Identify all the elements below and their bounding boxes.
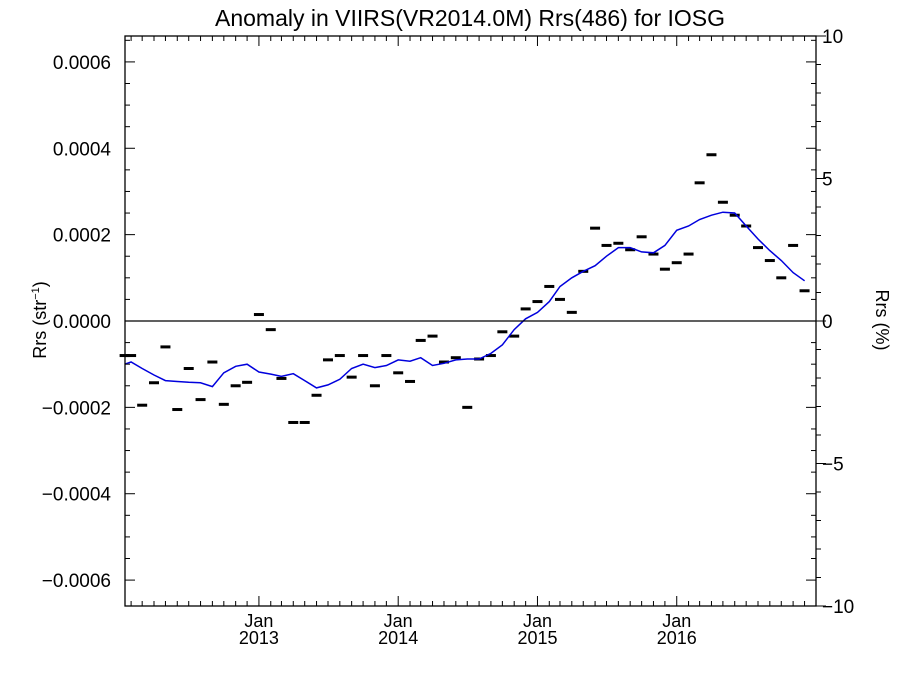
y-axis-label-superscript: −1 <box>30 287 42 300</box>
monthly-anomaly-point <box>299 420 310 424</box>
monthly-anomaly-point <box>207 360 218 364</box>
monthly-anomaly-point <box>753 246 764 250</box>
monthly-anomaly-point <box>764 259 775 263</box>
y-tick-label: 0.0002 <box>53 226 111 247</box>
monthly-anomaly-point <box>242 380 253 384</box>
monthly-anomaly-point <box>218 402 229 406</box>
monthly-anomaly-point <box>311 393 322 397</box>
monthly-anomaly-point <box>799 289 810 293</box>
x-tick-label-month: Jan <box>523 611 552 631</box>
y2-tick-label: 5 <box>822 170 833 191</box>
monthly-anomaly-point <box>172 408 183 412</box>
monthly-anomaly-point <box>497 330 508 334</box>
y2-tick-label: 0 <box>822 312 833 333</box>
y-axis-label: Rrs (str−1) <box>30 281 50 359</box>
monthly-anomaly-point <box>450 356 461 360</box>
y-tick-label: −0.0002 <box>42 398 111 419</box>
monthly-anomaly-point <box>788 243 799 247</box>
monthly-anomaly-point <box>195 398 206 402</box>
monthly-anomaly-point <box>554 297 565 301</box>
monthly-anomaly-point <box>485 354 496 358</box>
y2-tick-label: −5 <box>822 455 844 476</box>
y-axis-label-suffix: ) <box>30 281 50 287</box>
x-tick-label-month: Jan <box>244 611 273 631</box>
monthly-anomaly-point <box>369 384 380 388</box>
monthly-anomaly-point <box>415 338 426 342</box>
y-tick-label: −0.0006 <box>42 571 111 592</box>
chart-title: Anomaly in VIIRS(VR2014.0M) Rrs(486) for… <box>215 5 725 31</box>
x-tick-label-year: 2015 <box>517 628 557 648</box>
x-tick-label-month: Jan <box>662 611 691 631</box>
monthly-anomaly-point <box>729 213 740 217</box>
monthly-anomaly-point <box>288 420 299 424</box>
y2-tick-label: −10 <box>822 597 854 618</box>
monthly-anomaly-point <box>230 384 241 388</box>
monthly-anomaly-point <box>544 284 555 288</box>
monthly-anomaly-point <box>381 354 392 358</box>
monthly-anomaly-point <box>334 354 345 358</box>
monthly-anomaly-point <box>717 200 728 204</box>
monthly-anomaly-point <box>683 252 694 256</box>
monthly-anomaly-point <box>659 267 670 271</box>
monthly-anomaly-point <box>706 153 717 157</box>
x-tick-label-year: 2013 <box>239 628 279 648</box>
monthly-anomaly-point <box>776 276 787 280</box>
monthly-anomaly-point <box>137 403 148 407</box>
monthly-anomaly-point <box>566 310 577 314</box>
monthly-anomaly-point <box>671 261 682 265</box>
monthly-anomaly-point <box>405 379 416 383</box>
y-tick-label: −0.0004 <box>42 485 112 506</box>
monthly-anomaly-point <box>253 313 264 317</box>
monthly-anomaly-point <box>160 345 171 349</box>
monthly-anomaly-point <box>183 367 194 370</box>
monthly-anomaly-point <box>532 300 543 304</box>
y-axis-label-main: Rrs (str <box>30 300 50 359</box>
monthly-anomaly-point <box>520 307 531 311</box>
x-tick-label-month: Jan <box>384 611 413 631</box>
monthly-anomaly-point <box>601 243 612 247</box>
monthly-anomaly-point <box>358 354 369 358</box>
monthly-anomaly-point <box>625 248 636 252</box>
monthly-anomaly-point <box>393 371 404 375</box>
x-tick-label-year: 2014 <box>378 628 418 648</box>
monthly-anomaly-point <box>590 226 601 230</box>
monthly-anomaly-point <box>427 334 438 338</box>
monthly-anomaly-point <box>509 334 520 338</box>
monthly-anomaly-point <box>276 376 287 380</box>
monthly-anomaly-point <box>694 181 705 185</box>
x-tick-label-year: 2016 <box>657 628 697 648</box>
y2-tick-label: 10 <box>822 27 843 48</box>
monthly-anomaly-point <box>322 358 333 362</box>
monthly-anomaly-point <box>126 354 137 358</box>
smoothed-anomaly-line <box>124 211 806 389</box>
monthly-anomaly-point <box>148 381 159 385</box>
monthly-anomaly-point <box>265 328 276 332</box>
y-tick-label: 0.0000 <box>53 312 111 333</box>
y-axis-left: −0.0006 −0.0004 −0.0002 0.0000 0.0002 0.0004 0… <box>42 39 816 592</box>
y-tick-label: 0.0004 <box>53 139 112 160</box>
plot-area <box>119 153 810 424</box>
monthly-anomaly-point <box>636 235 647 239</box>
y-tick-label: 0.0006 <box>53 53 111 74</box>
monthly-anomaly-point <box>613 241 624 245</box>
monthly-anomaly-point <box>648 252 659 256</box>
y-axis-right: −10 −5 0 5 10 <box>816 27 854 618</box>
monthly-anomaly-point <box>346 375 357 379</box>
monthly-anomaly-point <box>462 405 473 409</box>
monthly-anomaly-point <box>438 360 449 364</box>
y2-axis-label: Rrs (%) <box>872 290 892 351</box>
